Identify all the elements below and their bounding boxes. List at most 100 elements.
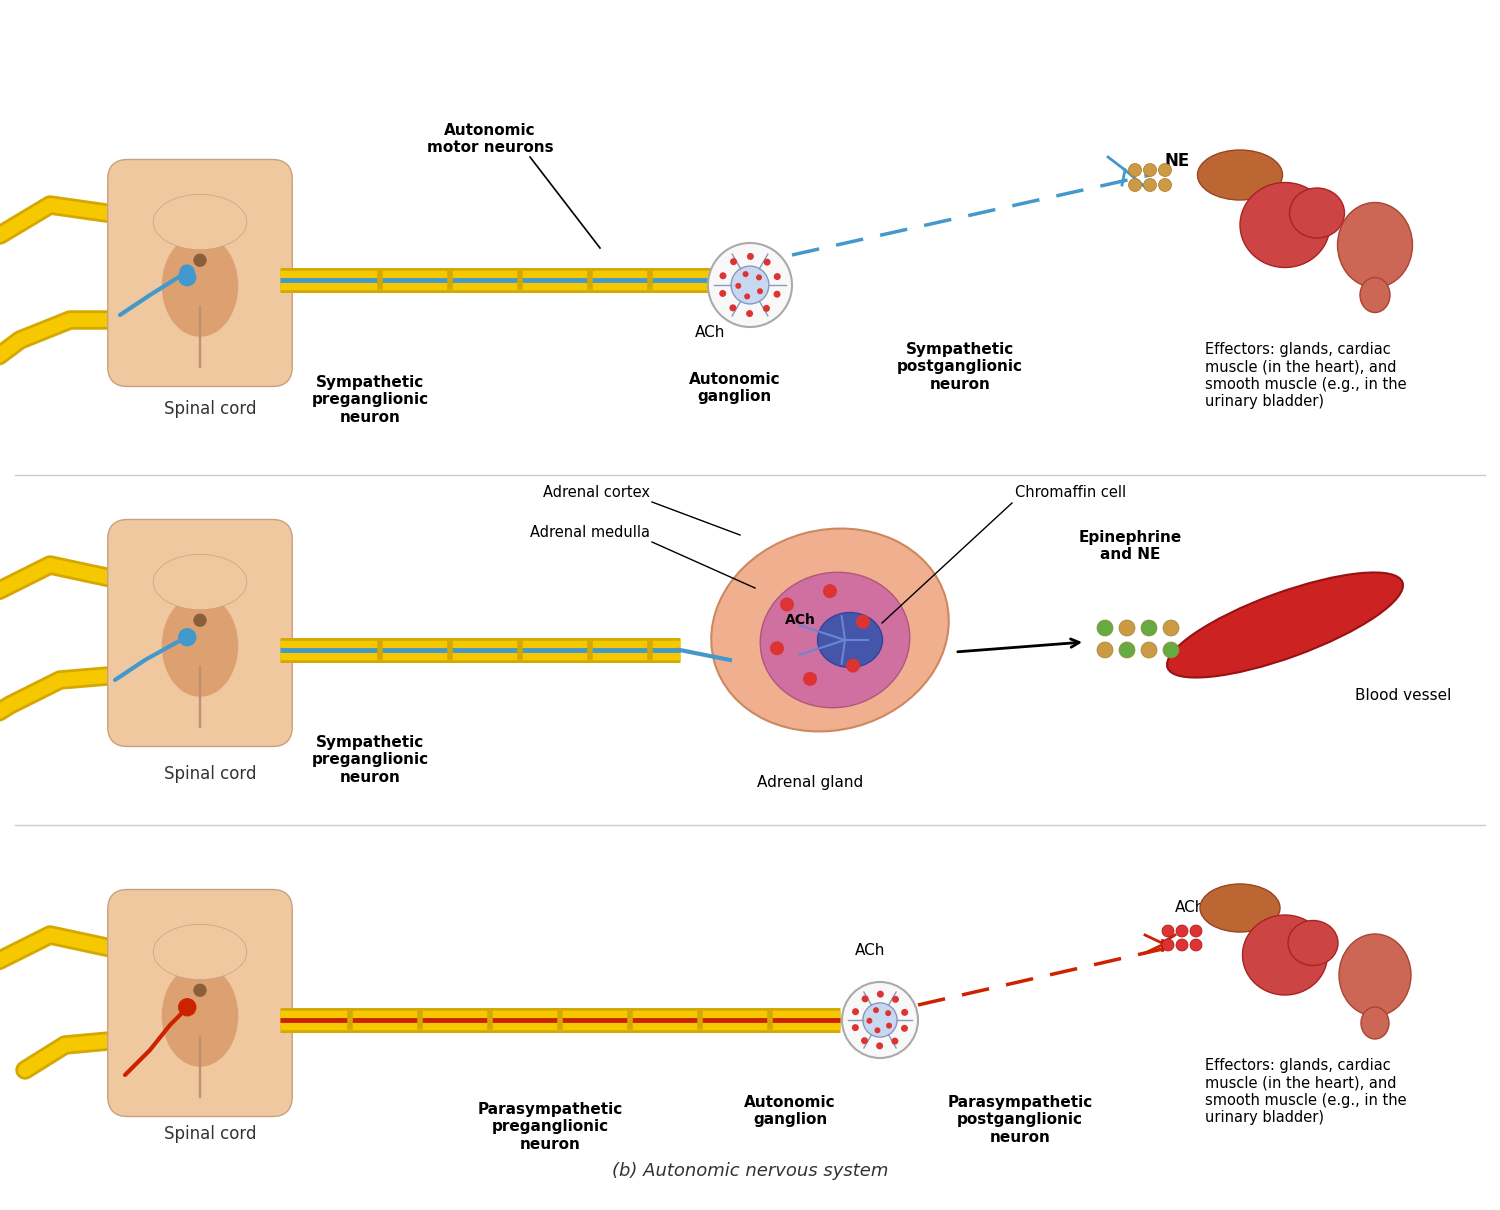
Circle shape [178,998,195,1015]
Text: ACh: ACh [784,613,816,627]
Circle shape [756,275,762,281]
Text: Spinal cord: Spinal cord [164,401,256,417]
Circle shape [746,310,753,317]
Circle shape [891,1038,898,1044]
Ellipse shape [1197,150,1282,200]
Text: Effectors: glands, cardiac
muscle (in the heart), and
smooth muscle (e.g., in th: Effectors: glands, cardiac muscle (in th… [1204,1058,1407,1125]
Circle shape [892,996,898,1003]
Circle shape [1176,924,1188,937]
Circle shape [856,615,870,629]
Circle shape [758,288,764,294]
Circle shape [861,996,868,1002]
Circle shape [1143,179,1156,191]
Circle shape [802,672,818,686]
Circle shape [1119,620,1136,636]
Circle shape [1176,939,1188,951]
Circle shape [1096,643,1113,658]
Ellipse shape [1360,277,1390,312]
Circle shape [852,1008,859,1015]
Circle shape [1162,939,1174,951]
Circle shape [1190,924,1202,937]
Text: ACh: ACh [1174,900,1204,915]
Circle shape [867,1018,873,1024]
Text: Spinal cord: Spinal cord [164,1125,256,1143]
Text: Spinal cord: Spinal cord [164,765,256,783]
Circle shape [1142,620,1156,636]
Ellipse shape [1290,188,1344,238]
Text: Autonomic
motor neurons: Autonomic motor neurons [426,122,554,155]
Circle shape [1162,643,1179,658]
Circle shape [1142,643,1156,658]
Circle shape [180,265,194,280]
Text: Chromaffin cell: Chromaffin cell [1016,485,1126,500]
Ellipse shape [1338,202,1413,288]
Text: ACh: ACh [694,325,724,340]
Text: Autonomic
ganglion: Autonomic ganglion [688,371,782,404]
Text: Epinephrine
and NE: Epinephrine and NE [1078,530,1182,561]
Circle shape [194,254,206,266]
Circle shape [744,293,750,299]
Ellipse shape [1340,934,1412,1016]
Circle shape [1158,179,1172,191]
Ellipse shape [153,195,246,249]
Circle shape [774,290,780,298]
FancyBboxPatch shape [108,519,292,747]
Ellipse shape [760,572,910,708]
Circle shape [780,598,794,611]
FancyBboxPatch shape [108,160,292,386]
Circle shape [729,305,736,311]
Circle shape [876,1042,884,1049]
Text: Effectors: glands, cardiac
muscle (in the heart), and
smooth muscle (e.g., in th: Effectors: glands, cardiac muscle (in th… [1204,342,1407,409]
Ellipse shape [1200,885,1280,932]
Text: Parasympathetic
preganglionic
neuron: Parasympathetic preganglionic neuron [477,1102,622,1152]
Circle shape [1128,163,1142,177]
Circle shape [878,991,884,998]
Ellipse shape [1240,183,1330,267]
Ellipse shape [162,235,238,336]
Circle shape [1162,924,1174,937]
Circle shape [824,584,837,598]
Ellipse shape [1242,915,1328,995]
Circle shape [886,1022,892,1028]
Ellipse shape [162,964,238,1067]
Circle shape [902,1009,908,1016]
Circle shape [764,259,771,266]
Circle shape [1096,620,1113,636]
Circle shape [194,984,206,996]
Circle shape [720,272,726,280]
Text: (b) Autonomic nervous system: (b) Autonomic nervous system [612,1162,888,1180]
Ellipse shape [711,529,950,732]
Text: Blood vessel: Blood vessel [1354,688,1452,703]
Circle shape [885,1010,891,1016]
Circle shape [874,1027,880,1033]
Text: Adrenal cortex: Adrenal cortex [543,485,650,500]
Ellipse shape [153,924,246,980]
Ellipse shape [818,612,882,668]
Circle shape [1128,179,1142,191]
Circle shape [718,290,726,296]
FancyBboxPatch shape [108,889,292,1117]
Ellipse shape [1288,921,1338,966]
Ellipse shape [162,595,238,697]
Circle shape [194,615,206,627]
Ellipse shape [1360,1007,1389,1039]
Circle shape [1190,939,1202,951]
Circle shape [1158,163,1172,177]
Text: NE: NE [1166,152,1191,169]
Circle shape [842,983,918,1058]
Text: Sympathetic
preganglionic
neuron: Sympathetic preganglionic neuron [312,375,429,425]
Circle shape [861,1037,868,1044]
Circle shape [873,1007,879,1013]
Text: Adrenal medulla: Adrenal medulla [530,525,650,540]
Circle shape [1119,643,1136,658]
Circle shape [764,305,770,312]
Circle shape [1162,620,1179,636]
Ellipse shape [1167,572,1402,678]
Text: Parasympathetic
postganglionic
neuron: Parasympathetic postganglionic neuron [948,1095,1092,1145]
Circle shape [178,629,195,646]
Circle shape [730,266,770,304]
Circle shape [730,258,736,265]
Circle shape [182,999,195,1014]
Circle shape [852,1024,859,1031]
Text: Adrenal gland: Adrenal gland [758,774,862,790]
